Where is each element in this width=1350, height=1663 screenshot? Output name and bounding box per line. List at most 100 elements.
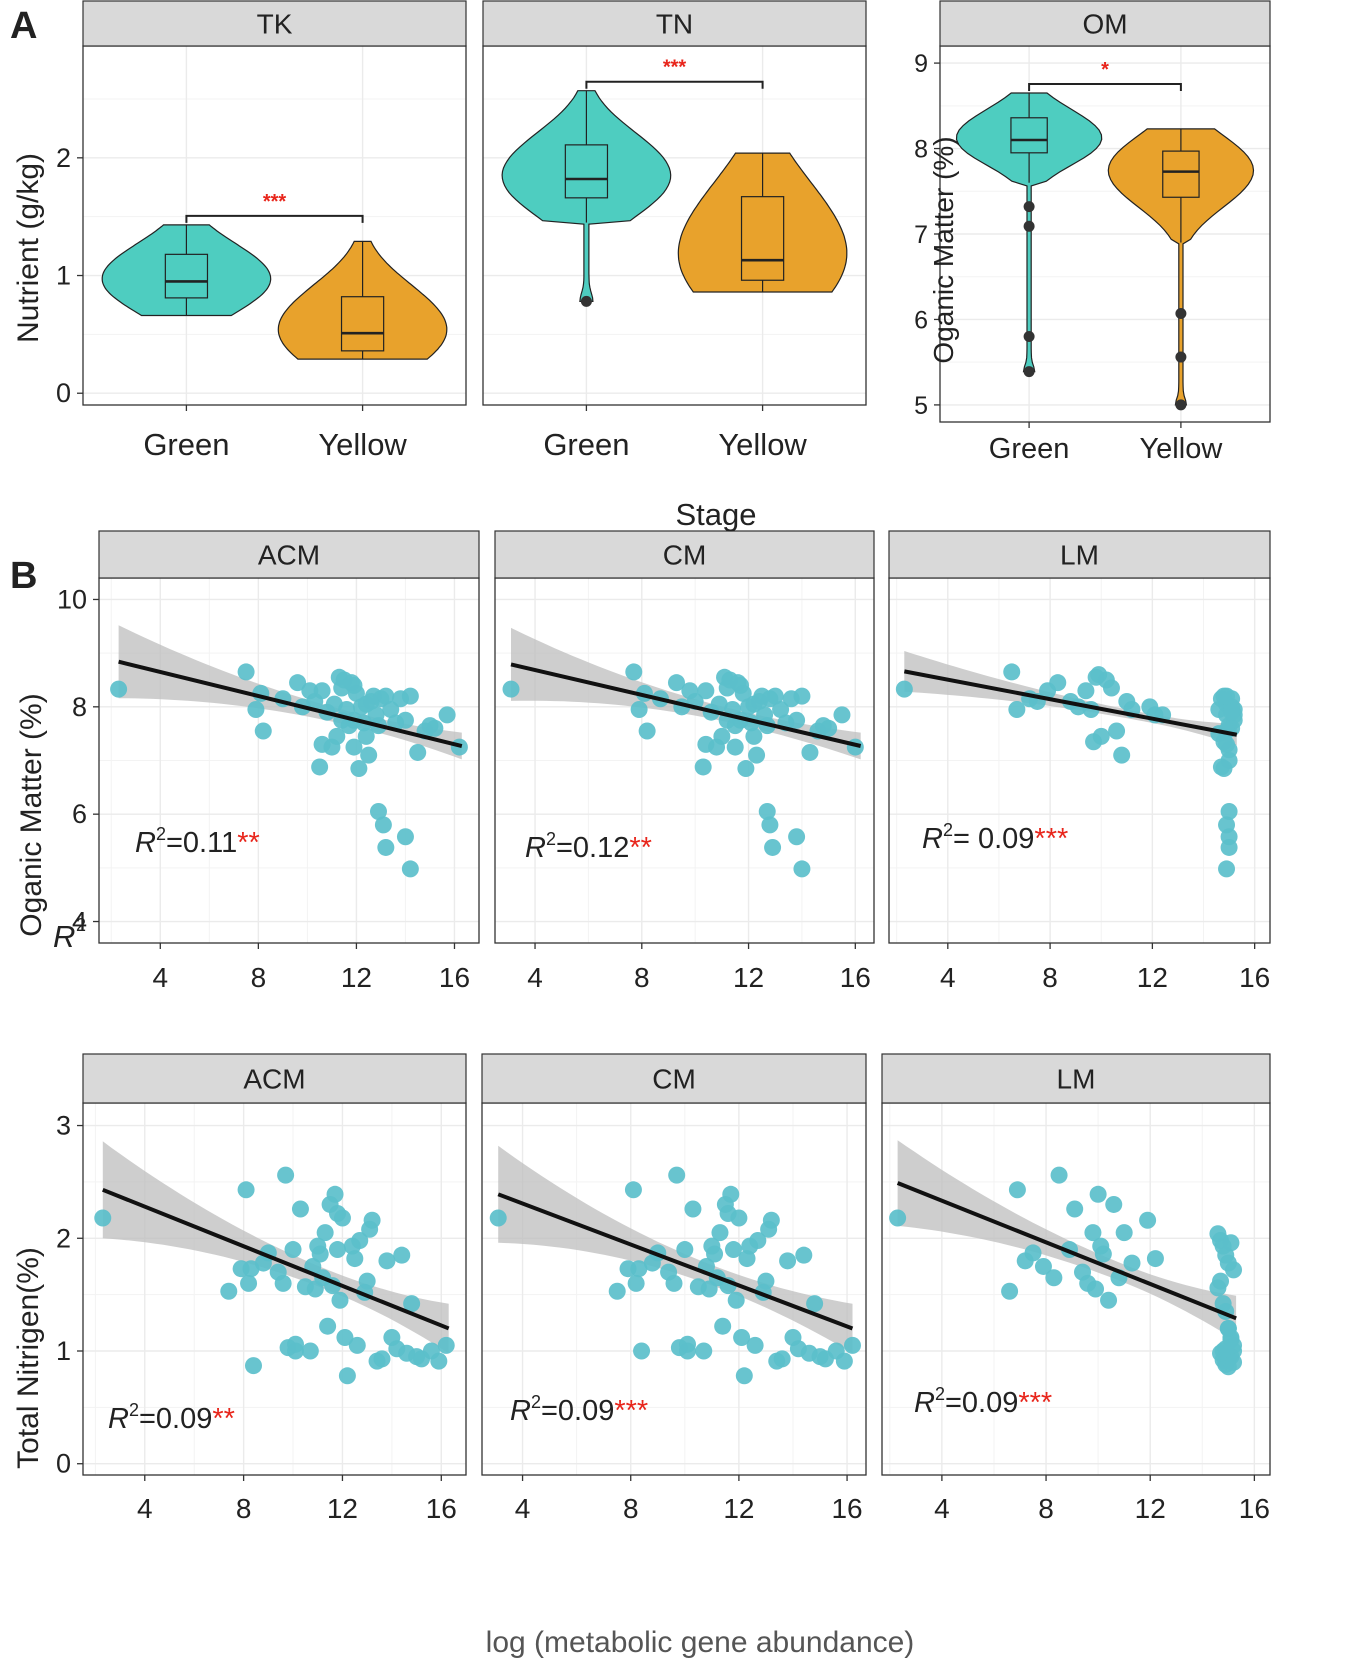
x-tick-label-1: 8 [1038, 1493, 1054, 1524]
outlier-yellow-2 [1175, 399, 1187, 411]
r2-annotation: R2= 0.09*** [922, 820, 1068, 855]
data-point-1 [608, 1282, 626, 1300]
y-tick-label-2: 2 [56, 1223, 71, 1253]
data-point-14 [1089, 1185, 1107, 1203]
r2-annotation: R2=0.12** [525, 829, 652, 864]
y-tick-label-4: 9 [914, 50, 928, 78]
data-point-54 [745, 695, 763, 713]
outlier-green-1 [1023, 220, 1035, 232]
data-point-42 [1215, 760, 1233, 778]
data-point-1 [237, 663, 255, 681]
data-point-36 [757, 1272, 775, 1290]
data-point-40 [373, 1350, 391, 1368]
data-point-18 [1113, 746, 1131, 764]
data-point-0 [502, 680, 520, 698]
r2-exponent: 2 [546, 829, 556, 849]
data-point-30 [336, 1328, 354, 1346]
x-tick-label-green: Green [989, 433, 1070, 465]
box-yellow [1162, 150, 1200, 198]
y-tick-label-1: 6 [914, 306, 928, 334]
x-tick-label-0: 4 [153, 962, 169, 993]
data-point-36 [358, 1272, 376, 1290]
a-y-axis-title-nutrient: Nutrient (g/kg) [12, 153, 45, 343]
data-point-6 [667, 674, 685, 692]
data-point-26 [326, 1185, 344, 1203]
outlier-yellow-0 [1175, 307, 1187, 319]
y-tick-label-2: 2 [56, 143, 71, 173]
data-point-0 [110, 680, 128, 698]
significance-stars: * [1101, 59, 1109, 81]
r2-significance: ** [237, 827, 260, 859]
data-point-53 [732, 676, 750, 694]
data-point-5 [633, 1342, 651, 1360]
data-point-6 [289, 674, 307, 692]
y-tick-label-1: 6 [72, 799, 87, 829]
data-point-0 [895, 680, 913, 698]
data-point-46 [726, 738, 744, 756]
data-point-40 [801, 743, 819, 761]
panel-strip-2 [939, 0, 1271, 47]
r2-exponent: 2 [935, 1384, 945, 1404]
data-point-46 [806, 1295, 824, 1313]
r2-annotation: R2=0.09*** [510, 1392, 648, 1427]
x-tick-label-0: 4 [527, 962, 543, 993]
b-y-r-exponent: 2 [76, 915, 86, 935]
data-point-48 [1217, 1340, 1235, 1358]
a-y-axis-title-organic-matter: Oganic Matter (%) [928, 136, 959, 363]
data-point-41 [378, 1252, 396, 1270]
data-point-51 [793, 860, 811, 878]
data-point-39 [793, 687, 811, 705]
y-tick-label-3: 8 [914, 136, 928, 164]
data-point-53 [287, 1335, 305, 1353]
data-point-49 [377, 838, 395, 856]
data-point-30 [1225, 1261, 1243, 1279]
data-point-14 [291, 1200, 309, 1218]
data-point-52 [630, 1260, 648, 1278]
data-point-31 [338, 1367, 356, 1385]
outlier-green-3 [1023, 366, 1035, 378]
panel-strip-title-7: CM [652, 1064, 696, 1095]
data-point-22 [711, 1224, 729, 1242]
data-point-0 [889, 1209, 907, 1227]
panel-strip-title-4: CM [663, 540, 707, 571]
violin-green [955, 92, 1103, 373]
r2-exponent: 2 [156, 824, 166, 844]
confidence-ribbon [498, 1145, 853, 1354]
panel-strip-title-1: TN [656, 9, 693, 40]
data-point-9 [1066, 1200, 1084, 1218]
panel-strip-title-6: ACM [243, 1064, 305, 1095]
data-point-14 [1092, 727, 1110, 745]
r2-significance: ** [629, 832, 652, 864]
data-point-4 [638, 722, 656, 740]
data-point-6 [1045, 1269, 1063, 1287]
data-point-13 [1087, 1280, 1105, 1298]
data-point-1 [1003, 663, 1021, 681]
box-yellow [740, 196, 785, 281]
data-point-22 [316, 1224, 334, 1242]
regression-line [497, 1192, 854, 1331]
regression-line [896, 1181, 1237, 1321]
data-point-50 [396, 828, 414, 846]
r2-significance: *** [614, 1395, 648, 1427]
panel-strip-8 [881, 1053, 1271, 1104]
data-point-55 [313, 735, 331, 753]
y-tick-label-0: 0 [56, 378, 71, 408]
data-point-20 [1115, 1224, 1133, 1242]
data-point-39 [401, 687, 419, 705]
r2-value: =0.12 [556, 832, 629, 864]
panel-strip-5 [888, 530, 1271, 579]
data-point-43 [820, 719, 838, 737]
data-point-14 [684, 1200, 702, 1218]
b-y-axis-title-r2: R 2 [53, 915, 86, 954]
x-tick-label-1: 8 [236, 1493, 252, 1524]
panel-strip-4 [494, 530, 875, 579]
y-tick-label-0: 0 [56, 1449, 71, 1479]
r2-significance: ** [212, 1403, 235, 1435]
data-point-54 [719, 1204, 737, 1222]
data-point-38 [762, 1211, 780, 1229]
r2-annotation: R2=0.11** [135, 824, 260, 859]
data-point-24 [350, 760, 368, 778]
scatter-panel-5: R2= 0.09*** 4 8 12 16 [889, 578, 1270, 993]
